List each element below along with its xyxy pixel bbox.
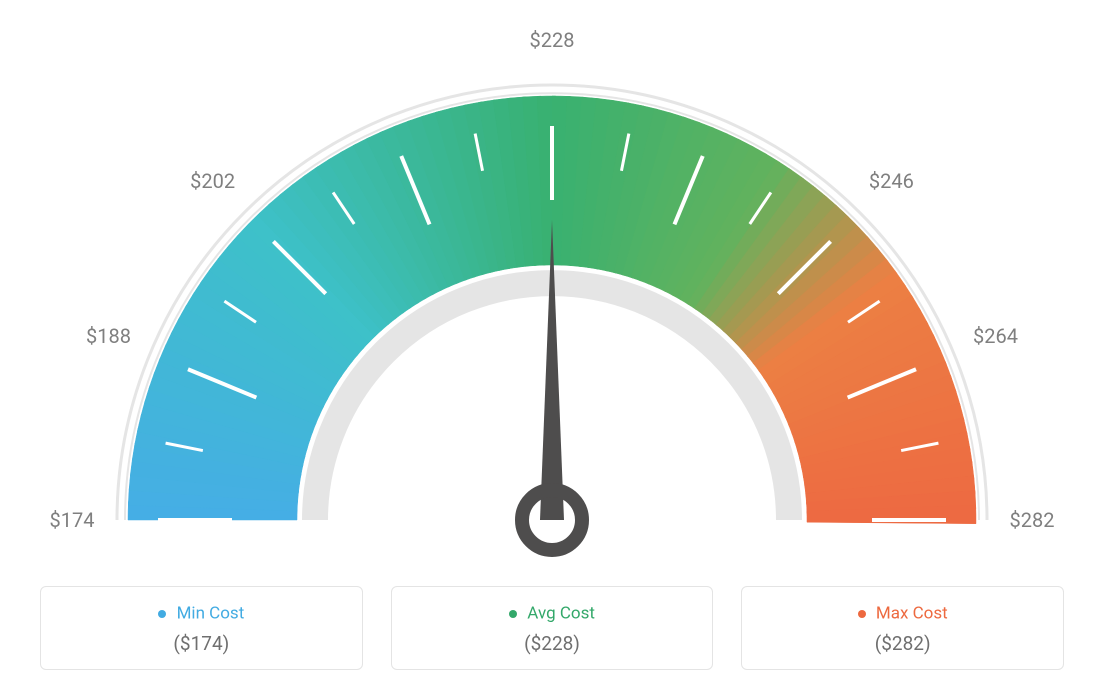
min-cost-title: Min Cost (51, 603, 352, 624)
gauge-tick-label: $246 (869, 169, 914, 193)
max-cost-title: Max Cost (752, 603, 1053, 624)
avg-cost-label: Avg Cost (527, 604, 595, 624)
max-dot-icon (858, 610, 866, 618)
gauge-tick-label: $174 (50, 508, 95, 532)
gauge-tick-label: $202 (190, 169, 235, 193)
max-cost-label: Max Cost (876, 604, 948, 624)
min-dot-icon (158, 610, 166, 618)
min-cost-value: ($174) (51, 632, 352, 655)
gauge-tick-label: $264 (973, 324, 1018, 348)
gauge-tick-label: $282 (1010, 508, 1055, 532)
cost-gauge: $174 $188 $202 $228 $246 $264 $282 (0, 0, 1104, 580)
avg-cost-title: Avg Cost (402, 603, 703, 624)
max-cost-value: ($282) (752, 632, 1053, 655)
min-cost-card: Min Cost ($174) (40, 586, 363, 670)
avg-cost-card: Avg Cost ($228) (391, 586, 714, 670)
gauge-tick-label: $228 (530, 28, 575, 52)
summary-cards: Min Cost ($174) Avg Cost ($228) Max Cost… (40, 586, 1064, 670)
gauge-tick-label: $188 (86, 324, 131, 348)
max-cost-card: Max Cost ($282) (741, 586, 1064, 670)
min-cost-label: Min Cost (177, 604, 245, 624)
avg-cost-value: ($228) (402, 632, 703, 655)
avg-dot-icon (509, 610, 517, 618)
